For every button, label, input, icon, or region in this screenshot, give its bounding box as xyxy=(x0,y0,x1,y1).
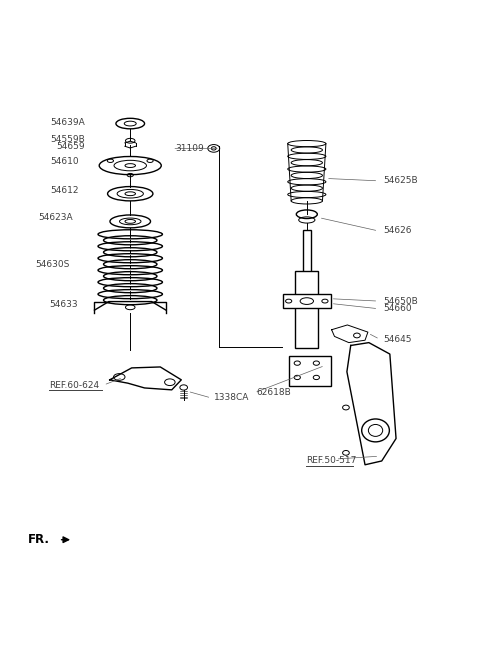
Bar xyxy=(303,231,311,301)
Text: 54625B: 54625B xyxy=(383,176,418,185)
Text: 31109: 31109 xyxy=(176,144,204,153)
Text: 54559B: 54559B xyxy=(50,135,85,144)
Text: 54659: 54659 xyxy=(56,143,85,152)
Bar xyxy=(283,294,331,308)
Text: 54610: 54610 xyxy=(50,157,79,167)
Text: 54623A: 54623A xyxy=(38,213,73,222)
Text: 62618B: 62618B xyxy=(257,388,291,397)
Text: REF.60-624: REF.60-624 xyxy=(49,380,99,389)
Text: 1338CA: 1338CA xyxy=(214,393,249,402)
Text: FR.: FR. xyxy=(28,533,49,546)
Text: 54626: 54626 xyxy=(383,226,412,235)
Text: 54630S: 54630S xyxy=(35,260,70,270)
Text: 54660: 54660 xyxy=(383,304,412,313)
Text: 54639A: 54639A xyxy=(50,118,85,126)
Polygon shape xyxy=(110,367,181,390)
Text: 54645: 54645 xyxy=(383,335,412,344)
Bar xyxy=(288,356,331,386)
Bar xyxy=(295,271,318,348)
Text: 54633: 54633 xyxy=(49,301,78,309)
Text: REF.50-517: REF.50-517 xyxy=(306,456,356,465)
Text: 54650B: 54650B xyxy=(383,297,418,306)
Text: 54612: 54612 xyxy=(50,186,79,195)
